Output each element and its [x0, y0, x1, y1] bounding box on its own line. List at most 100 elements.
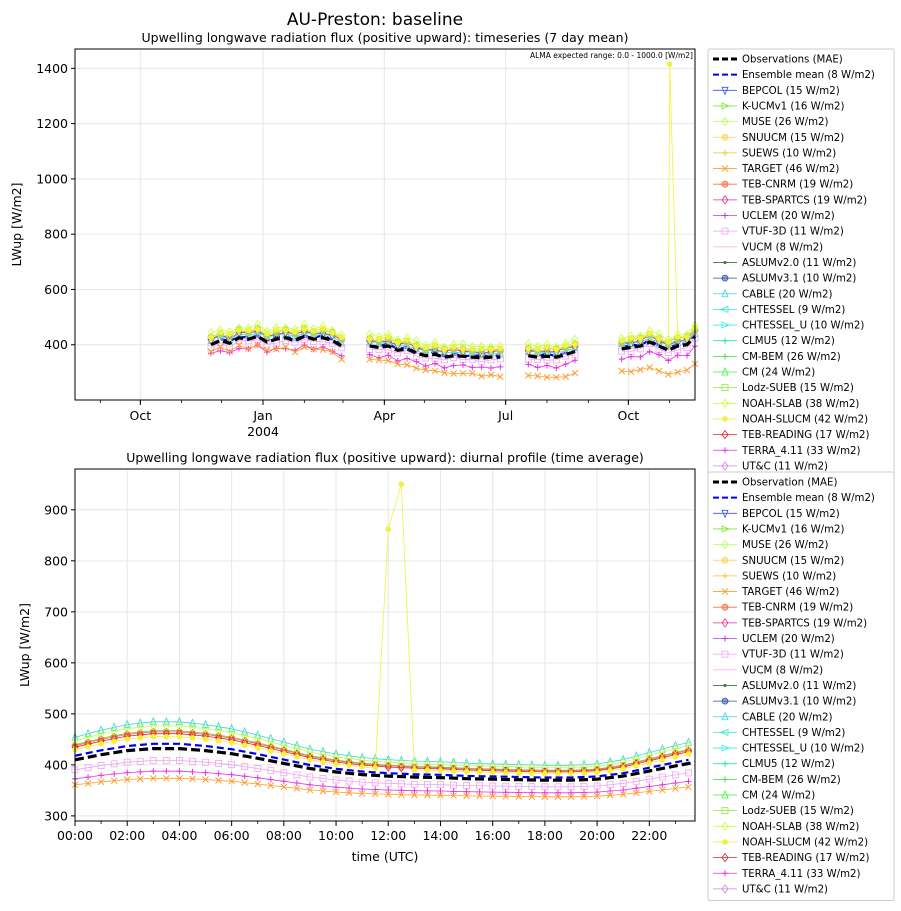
legend-entry: Observation (MAE) [742, 478, 837, 489]
data-point [422, 363, 429, 370]
data-point [534, 364, 541, 371]
data-point [163, 768, 170, 775]
legend-marker [721, 227, 729, 235]
data-point [659, 757, 666, 763]
series-line [369, 341, 501, 355]
data-point [228, 777, 235, 785]
data-point [137, 735, 144, 741]
data-point [291, 338, 299, 346]
data-point [637, 335, 644, 342]
data-point [175, 721, 183, 731]
data-point [137, 768, 144, 775]
data-point [176, 768, 183, 775]
data-point [216, 343, 224, 351]
data-point [215, 725, 223, 736]
data-point [672, 771, 679, 779]
data-point [422, 366, 430, 374]
data-point [553, 346, 560, 353]
data-point [163, 733, 170, 740]
data-point [176, 757, 183, 764]
data-point [294, 754, 300, 760]
data-point [241, 763, 249, 771]
data-point [300, 343, 308, 351]
legend-entry: ASLUMv2.0 (11 W/m2) [742, 681, 856, 692]
data-point [459, 369, 467, 377]
data-point [397, 762, 405, 773]
data-point [346, 785, 353, 792]
data-point [136, 718, 144, 727]
data-point [476, 792, 483, 800]
data-point [571, 369, 579, 377]
data-point [581, 770, 587, 776]
data-point [320, 343, 326, 350]
data-point [124, 769, 131, 776]
data-point [245, 327, 252, 334]
x-tick-label: 08:00 [266, 828, 302, 843]
data-point [241, 726, 249, 736]
data-point [385, 526, 392, 532]
data-point [189, 775, 196, 783]
legend-marker [722, 870, 728, 877]
data-point [542, 770, 548, 777]
data-point [282, 343, 290, 351]
data-point [593, 792, 601, 800]
data-point [97, 778, 105, 786]
data-point [450, 370, 458, 377]
data-point [228, 727, 236, 738]
data-point [215, 770, 222, 777]
data-point [397, 758, 405, 768]
x-tick-label: 12:00 [370, 828, 406, 843]
data-point [338, 352, 345, 359]
legend-marker [721, 274, 729, 282]
data-point [149, 774, 157, 782]
data-point [372, 786, 379, 793]
data-point [338, 344, 346, 352]
series [207, 341, 699, 381]
legend-entry: CHTESSEL_U (10 W/m2) [742, 744, 864, 755]
legend-marker [722, 839, 728, 845]
data-point [123, 719, 131, 728]
data-point [534, 355, 542, 363]
legend-entry: CM-BEM (26 W/m2) [742, 352, 841, 363]
data-point [437, 788, 444, 795]
legend-entry: CHTESSEL (9 W/m2) [742, 728, 845, 739]
data-point [306, 773, 314, 781]
legend-marker [722, 635, 728, 642]
x-tick-label: Oct [618, 408, 640, 423]
data-point [175, 716, 184, 726]
data-point [291, 348, 299, 356]
observations-line [74, 747, 696, 782]
data-point [463, 792, 470, 800]
data-point [646, 783, 653, 790]
data-point [123, 776, 131, 783]
x-tick-label: Jul [497, 408, 513, 423]
data-point [176, 733, 183, 740]
data-point [403, 361, 411, 369]
data-point [404, 355, 410, 362]
data-point [543, 373, 551, 381]
data-point [541, 793, 549, 801]
data-point [320, 782, 326, 789]
data-point [384, 791, 392, 798]
data-point [371, 790, 379, 798]
data-point [189, 768, 196, 775]
data-point [655, 367, 663, 375]
data-point [502, 792, 510, 800]
legend-marker [721, 86, 729, 96]
legend-entry: VTUF-3D (11 W/m2) [742, 650, 844, 661]
series-line [74, 760, 689, 788]
data-point [411, 767, 418, 773]
data-point [293, 780, 300, 787]
data-point [398, 481, 405, 488]
data-point [674, 352, 681, 359]
legend-marker [721, 539, 729, 550]
legend-marker [721, 384, 729, 392]
x-tick-label: 04:00 [161, 828, 197, 843]
data-point [394, 360, 402, 368]
data-point [646, 364, 654, 371]
legend-entry: MUSE (26 W/m2) [742, 540, 828, 551]
data-point [411, 791, 418, 799]
data-point [358, 790, 366, 797]
data-point [437, 791, 444, 799]
